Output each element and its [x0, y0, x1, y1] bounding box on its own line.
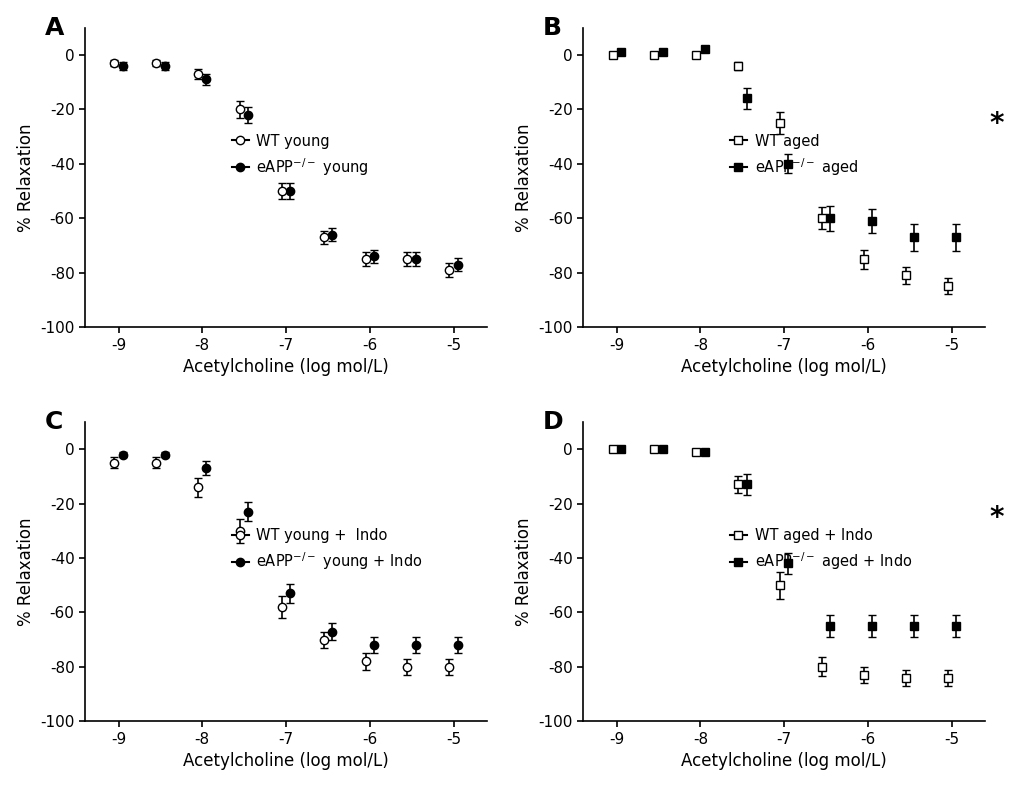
Text: A: A	[45, 16, 64, 39]
Y-axis label: % Relaxation: % Relaxation	[515, 517, 532, 626]
Text: *: *	[988, 504, 1003, 532]
X-axis label: Acetylcholine (log mol/L): Acetylcholine (log mol/L)	[183, 358, 388, 376]
X-axis label: Acetylcholine (log mol/L): Acetylcholine (log mol/L)	[681, 752, 887, 770]
X-axis label: Acetylcholine (log mol/L): Acetylcholine (log mol/L)	[681, 358, 887, 376]
Legend: WT aged, eAPP$^{-/-}$ aged: WT aged, eAPP$^{-/-}$ aged	[723, 127, 863, 183]
Text: B: B	[542, 16, 561, 39]
Text: C: C	[45, 410, 63, 434]
Y-axis label: % Relaxation: % Relaxation	[515, 124, 532, 231]
Legend: WT aged + Indo, eAPP$^{-/-}$ aged + Indo: WT aged + Indo, eAPP$^{-/-}$ aged + Indo	[723, 522, 917, 578]
Legend: WT young, eAPP$^{-/-}$ young: WT young, eAPP$^{-/-}$ young	[225, 127, 374, 183]
Y-axis label: % Relaxation: % Relaxation	[16, 124, 35, 231]
Y-axis label: % Relaxation: % Relaxation	[16, 517, 35, 626]
Legend: WT young +  Indo, eAPP$^{-/-}$ young + Indo: WT young + Indo, eAPP$^{-/-}$ young + In…	[225, 522, 428, 578]
Text: D: D	[542, 410, 564, 434]
X-axis label: Acetylcholine (log mol/L): Acetylcholine (log mol/L)	[183, 752, 388, 770]
Text: *: *	[988, 109, 1003, 138]
